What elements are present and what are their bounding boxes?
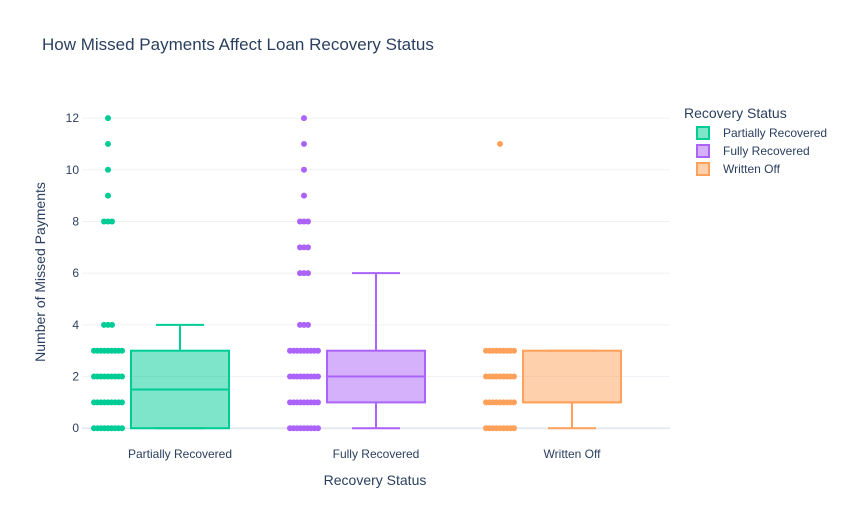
data-point [511,425,517,432]
data-point [305,218,311,225]
legend-swatch [696,144,710,158]
x-axis-ticks: Partially Recovered Fully Recovered Writte… [128,447,601,461]
data-point [305,270,311,277]
legend-item[interactable]: Fully Recovered [696,144,810,158]
legend-label: Written Off [723,162,781,176]
legend-title: Recovery Status [684,105,787,121]
plot-area [91,115,622,432]
y-tick-label: 6 [72,266,79,280]
data-point [301,115,307,122]
data-point [511,399,517,406]
box-trace [287,115,426,432]
y-tick-label: 0 [72,421,79,435]
legend-label: Partially Recovered [723,126,827,140]
data-point [119,373,125,380]
legend-item[interactable]: Partially Recovered [696,126,827,140]
data-point [105,115,111,122]
y-tick-label: 4 [72,318,79,332]
data-point [511,373,517,380]
legend-item[interactable]: Written Off [696,162,781,176]
chart-title: How Missed Payments Affect Loan Recovery… [42,35,434,54]
data-point [305,321,311,328]
data-point [315,425,321,432]
data-point [109,218,115,225]
legend[interactable]: Recovery Status Partially Recovered Fully… [684,105,827,176]
data-point [109,321,115,328]
box-trace [91,115,230,432]
data-point [119,347,125,354]
data-point [301,140,307,147]
x-axis-title: Recovery Status [324,472,427,488]
data-point [119,399,125,406]
legend-swatch [696,126,710,140]
y-tick-label: 8 [72,214,79,228]
data-point [119,425,125,432]
data-point [511,347,517,354]
data-point [105,166,111,173]
data-point [497,140,503,147]
data-point [305,244,311,251]
y-axis-title: Number of Missed Payments [32,182,48,362]
y-tick-label: 2 [72,370,79,384]
y-tick-label: 12 [66,111,80,125]
data-point [315,347,321,354]
box-trace [483,140,622,432]
data-point [315,399,321,406]
x-tick-label: Fully Recovered [333,447,420,461]
data-point [105,192,111,199]
legend-label: Fully Recovered [723,144,810,158]
data-point [105,140,111,147]
x-tick-label: Partially Recovered [128,447,232,461]
data-point [301,192,307,199]
y-tick-label: 10 [66,163,80,177]
x-tick-label: Written Off [544,447,602,461]
data-point [315,373,321,380]
y-axis-ticks: 0 2 4 6 8 10 12 [66,111,80,435]
data-point [301,166,307,173]
legend-swatch [696,162,710,176]
box-iqr [522,349,622,404]
